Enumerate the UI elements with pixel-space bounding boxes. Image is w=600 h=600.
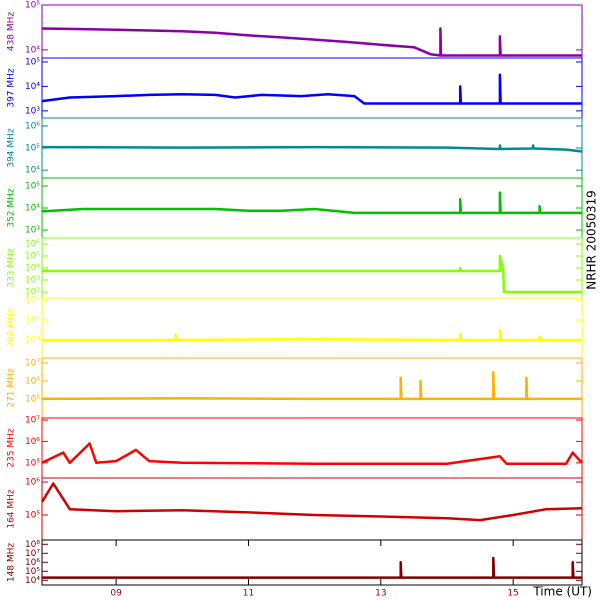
y-tick-label: 10⁴ bbox=[25, 576, 40, 586]
y-tick-label: 10⁶ bbox=[25, 296, 40, 306]
y-tick-label: 10³ bbox=[25, 106, 40, 116]
series-line bbox=[41, 27, 582, 57]
frequency-label: 397 MHz bbox=[7, 68, 17, 108]
series-line bbox=[42, 556, 582, 579]
frequency-label: 235 MHz bbox=[7, 428, 17, 468]
y-tick-label: 10⁶ bbox=[25, 437, 40, 447]
panel-frame bbox=[41, 477, 583, 541]
series-line bbox=[42, 254, 582, 294]
panel-frame bbox=[41, 297, 583, 359]
y-tick-label: 10⁶ bbox=[25, 121, 40, 131]
y-tick-label: 10⁵ bbox=[25, 316, 40, 326]
annotation: NRHR 20050319 bbox=[585, 190, 599, 290]
frequency-label: 394 MHz bbox=[7, 128, 17, 168]
y-tick-label: 10² bbox=[25, 287, 40, 297]
series-line bbox=[40, 482, 583, 522]
x-axis-label: Time (UT) bbox=[532, 585, 592, 599]
panel-frame bbox=[41, 417, 583, 479]
y-tick-label: 10⁴ bbox=[25, 336, 40, 346]
frequency-label: 164 MHz bbox=[7, 489, 17, 529]
y-tick-label: 10⁷ bbox=[25, 549, 40, 559]
frequency-label: 333 MHz bbox=[7, 248, 17, 288]
frequency-label: 352 MHz bbox=[7, 188, 17, 228]
y-tick-label: 10⁶ bbox=[25, 558, 40, 568]
y-tick-label: 10⁵ bbox=[25, 1, 40, 11]
panel-frame bbox=[41, 357, 583, 419]
y-tick-label: 10³ bbox=[25, 275, 40, 285]
y-tick-label: 10⁵ bbox=[25, 567, 40, 577]
y-tick-label: 10⁵ bbox=[25, 458, 40, 468]
y-tick-label: 10⁵ bbox=[25, 144, 40, 154]
frequency-label: 298 MHz bbox=[7, 308, 17, 348]
y-tick-label: 10⁶ bbox=[25, 477, 40, 487]
y-tick-label: 10⁵ bbox=[25, 394, 40, 404]
y-tick-label: 10⁵ bbox=[25, 181, 40, 191]
x-tick-label: 13 bbox=[375, 589, 386, 599]
y-tick-label: 10⁵ bbox=[25, 511, 40, 521]
y-tick-label: 10⁶ bbox=[25, 239, 40, 249]
y-tick-label: 10⁴ bbox=[25, 166, 40, 176]
frequency-label: 271 MHz bbox=[7, 368, 17, 408]
y-tick-label: 10⁴ bbox=[25, 45, 40, 55]
y-tick-label: 10⁴ bbox=[25, 263, 40, 273]
y-tick-label: 10⁵ bbox=[25, 57, 40, 67]
x-tick-label: 15 bbox=[507, 589, 518, 599]
y-tick-label: 10⁵ bbox=[25, 251, 40, 261]
y-tick-label: 10⁴ bbox=[25, 204, 40, 214]
series-line bbox=[41, 191, 582, 215]
series-line bbox=[42, 329, 582, 342]
x-tick-label: 11 bbox=[243, 589, 254, 599]
y-tick-label: 10⁷ bbox=[25, 416, 40, 426]
series-line bbox=[41, 442, 583, 465]
frequency-label: 148 MHz bbox=[7, 543, 17, 583]
y-tick-label: 10⁷ bbox=[25, 359, 40, 369]
y-tick-label: 10⁴ bbox=[25, 82, 40, 92]
frequency-label: 438 MHz bbox=[7, 12, 17, 52]
series-line bbox=[41, 144, 583, 153]
y-tick-label: 10⁸ bbox=[25, 540, 40, 550]
series-line bbox=[41, 73, 582, 105]
y-tick-label: 10³ bbox=[25, 226, 40, 236]
y-tick-label: 10⁶ bbox=[25, 376, 40, 386]
series-line bbox=[41, 371, 582, 401]
x-tick-label: 09 bbox=[110, 589, 122, 599]
